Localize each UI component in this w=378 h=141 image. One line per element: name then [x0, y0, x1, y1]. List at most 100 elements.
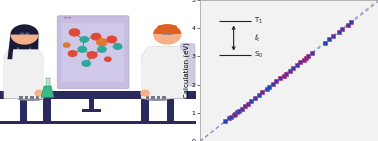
Point	[277, 77, 283, 80]
Polygon shape	[25, 47, 30, 63]
Bar	[156, 97, 160, 98]
Polygon shape	[4, 47, 43, 99]
Bar	[36, 96, 39, 97]
Circle shape	[77, 46, 87, 53]
Bar	[19, 97, 23, 98]
FancyBboxPatch shape	[180, 44, 195, 86]
FancyBboxPatch shape	[57, 16, 129, 89]
Polygon shape	[10, 35, 39, 49]
Ellipse shape	[17, 95, 44, 101]
Bar	[30, 97, 34, 98]
Polygon shape	[167, 47, 172, 63]
Point	[226, 117, 232, 120]
Point	[228, 116, 234, 118]
Point	[242, 105, 248, 107]
Bar	[156, 98, 160, 99]
Bar	[0, 91, 196, 99]
Point	[301, 58, 307, 61]
Bar	[151, 97, 155, 98]
Bar	[146, 97, 149, 98]
Bar	[146, 96, 149, 97]
Point	[345, 23, 351, 26]
Bar	[43, 99, 51, 124]
Circle shape	[87, 51, 98, 59]
Point	[245, 103, 251, 105]
Circle shape	[10, 24, 39, 45]
Bar	[156, 96, 160, 97]
Circle shape	[96, 38, 108, 47]
Point	[348, 21, 354, 23]
Circle shape	[79, 36, 89, 43]
Bar	[162, 96, 166, 97]
Ellipse shape	[157, 24, 177, 29]
Polygon shape	[18, 47, 23, 63]
Point	[330, 35, 336, 37]
Point	[322, 42, 328, 44]
Circle shape	[64, 17, 67, 19]
Polygon shape	[157, 47, 163, 63]
Point	[326, 38, 332, 41]
Point	[339, 28, 345, 30]
Circle shape	[140, 90, 150, 97]
Circle shape	[34, 90, 44, 97]
Circle shape	[113, 43, 122, 50]
Point	[297, 61, 303, 63]
Bar	[62, 23, 124, 82]
Point	[305, 55, 311, 57]
Bar	[19, 98, 23, 99]
Circle shape	[68, 50, 77, 57]
Point	[336, 30, 342, 33]
Text: $\ell_t$: $\ell_t$	[254, 32, 261, 44]
Text: S$_0$: S$_0$	[254, 50, 264, 60]
Point	[248, 100, 254, 102]
Point	[270, 83, 276, 85]
Point	[256, 94, 262, 96]
Wedge shape	[153, 24, 181, 35]
Point	[280, 74, 287, 77]
Point	[273, 80, 279, 82]
Bar	[151, 96, 155, 97]
Point	[283, 72, 289, 75]
Circle shape	[104, 56, 112, 62]
Point	[259, 91, 265, 94]
Bar	[82, 109, 101, 112]
Bar	[25, 97, 28, 98]
Polygon shape	[141, 47, 186, 99]
Ellipse shape	[143, 95, 170, 101]
Bar	[141, 99, 149, 124]
Point	[290, 67, 296, 69]
Point	[239, 107, 245, 110]
Bar	[4, 61, 14, 92]
Bar	[30, 98, 34, 99]
Circle shape	[69, 28, 81, 37]
Point	[264, 88, 270, 90]
Point	[266, 86, 272, 88]
Circle shape	[63, 42, 71, 48]
Bar	[167, 99, 175, 124]
Bar	[30, 96, 34, 97]
Point	[287, 70, 293, 72]
Text: T$_1$: T$_1$	[254, 16, 263, 26]
Point	[294, 64, 300, 66]
Circle shape	[81, 60, 91, 67]
Point	[236, 110, 242, 112]
Bar	[89, 97, 94, 110]
Bar	[19, 96, 23, 97]
Point	[232, 113, 239, 115]
Bar	[36, 98, 39, 99]
Bar	[162, 98, 166, 99]
Bar	[25, 96, 28, 97]
Bar	[46, 78, 50, 86]
Y-axis label: Calculation (eV): Calculation (eV)	[183, 43, 189, 98]
Bar	[162, 97, 166, 98]
Point	[309, 52, 315, 54]
Bar	[177, 63, 186, 92]
Bar	[25, 98, 28, 99]
Circle shape	[153, 24, 181, 45]
Point	[252, 97, 258, 99]
Circle shape	[97, 46, 107, 53]
Point	[303, 57, 309, 59]
Bar	[0, 121, 196, 124]
Polygon shape	[8, 35, 14, 59]
Wedge shape	[10, 24, 39, 35]
